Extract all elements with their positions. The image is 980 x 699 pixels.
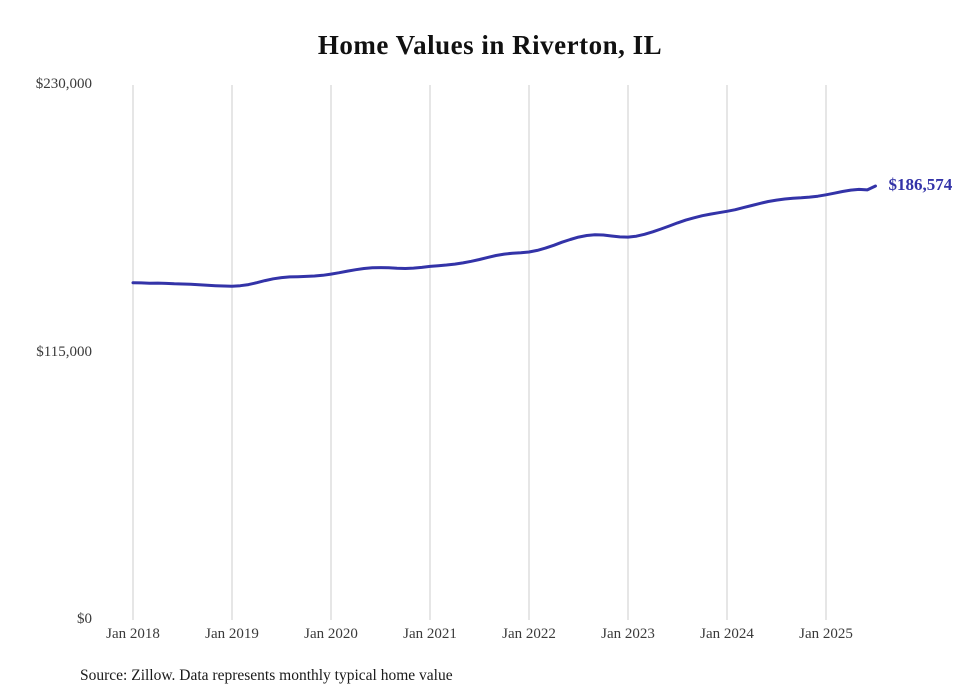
x-axis-tick-label: Jan 2022 [502,626,556,642]
chart-title: Home Values in Riverton, IL [317,30,663,60]
home-value-line [131,184,877,288]
x-axis-tick-label: Jan 2024 [700,626,754,642]
end-value-label: $186,574 [888,175,953,194]
x-axis-tick-label: Jan 2023 [601,626,655,642]
source-note: Source: Zillow. Data represents monthly … [80,667,453,684]
y-axis-tick-label: $230,000 [35,76,92,92]
x-axis-tick-label: Jan 2018 [106,626,160,642]
x-axis-tick-label: Jan 2021 [403,626,457,642]
x-axis-tick-label: Jan 2020 [304,626,358,642]
x-axis-tick-label: Jan 2025 [799,626,853,642]
y-axis-tick-label: $0 [77,611,92,627]
x-axis-tick-label: Jan 2019 [205,626,259,642]
y-axis-tick-label: $115,000 [36,343,92,360]
